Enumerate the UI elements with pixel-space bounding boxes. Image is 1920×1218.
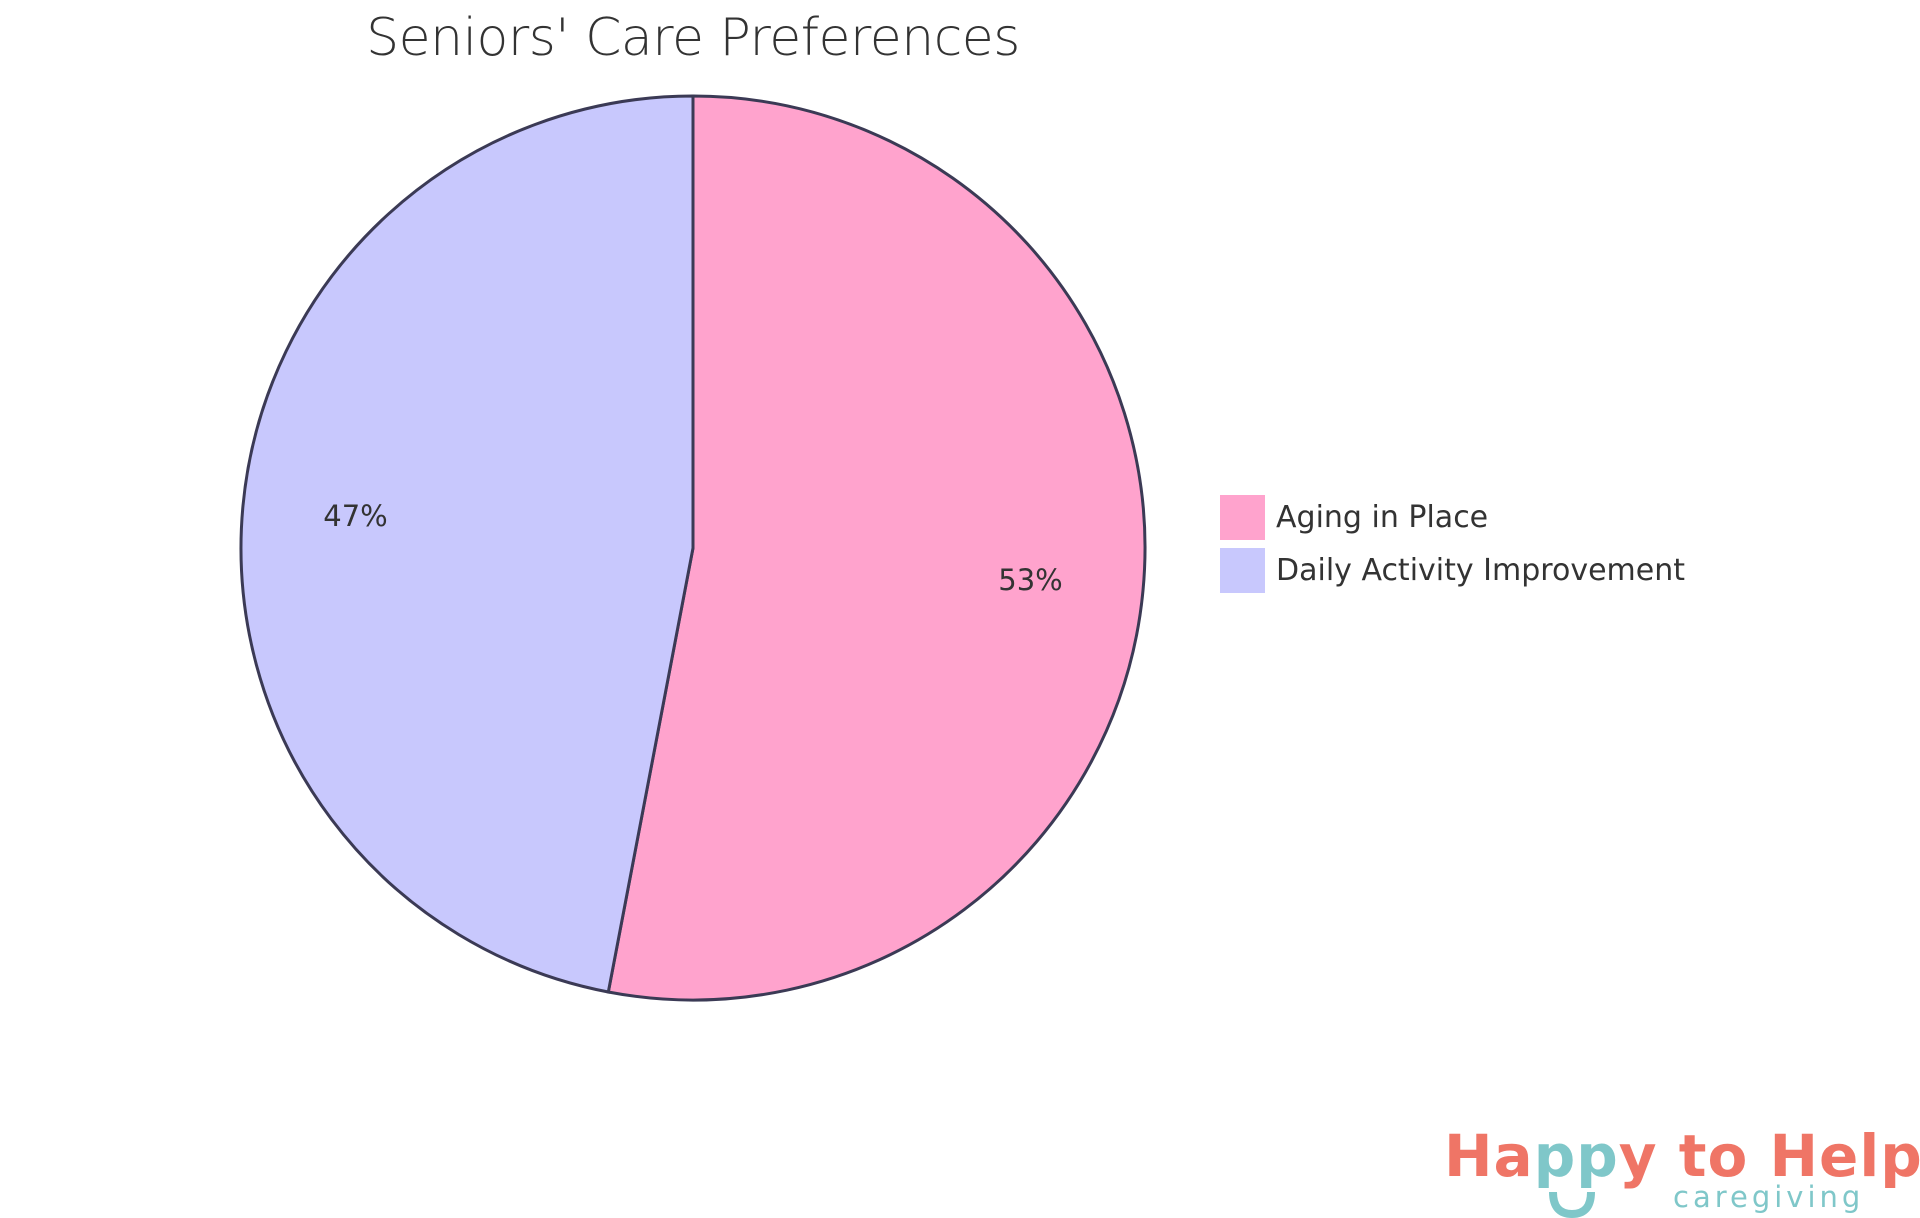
legend-item-daily-activity-improvement: Daily Activity Improvement bbox=[1220, 548, 1685, 593]
slice-daily-activity-improvement bbox=[239, 94, 695, 994]
slice-aging-in-place bbox=[606, 94, 1147, 1002]
smile-icon bbox=[1549, 1191, 1595, 1218]
legend-label: Daily Activity Improvement bbox=[1276, 553, 1685, 588]
legend-label: Aging in Place bbox=[1276, 500, 1489, 535]
legend-item-aging-in-place: Aging in Place bbox=[1220, 495, 1685, 540]
slice-label-daily-activity: 47% bbox=[323, 499, 387, 533]
logo-subtitle: caregiving bbox=[1673, 1180, 1865, 1214]
slice-label-aging-in-place: 53% bbox=[998, 563, 1062, 597]
legend-swatch-icon bbox=[1220, 548, 1265, 593]
legend-swatch-icon bbox=[1220, 495, 1265, 540]
brand-logo: Happy to Help caregiving bbox=[1440, 1122, 1920, 1218]
chart-title: Seniors' Care Preferences bbox=[366, 8, 1020, 68]
legend: Aging in Place Daily Activity Improvemen… bbox=[1220, 495, 1685, 601]
logo-wordmark: Happy to Help bbox=[1444, 1122, 1920, 1190]
